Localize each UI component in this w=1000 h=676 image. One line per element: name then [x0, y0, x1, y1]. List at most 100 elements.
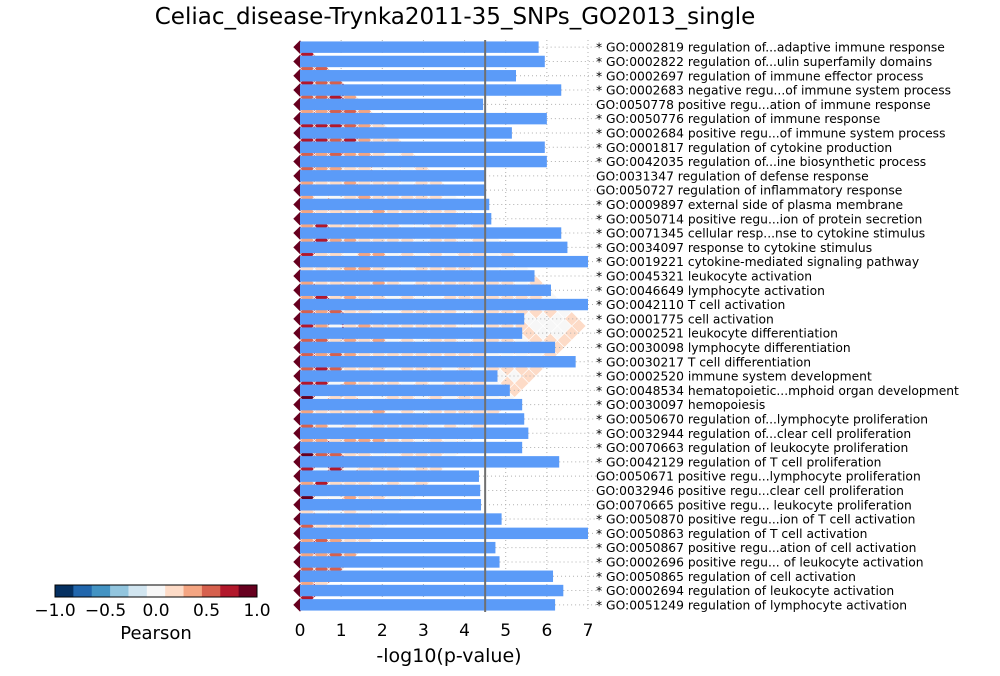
- x-tick-label: 6: [541, 621, 552, 641]
- term-label: GO:0050727 regulation of inflammatory re…: [596, 184, 902, 198]
- x-tick-label: 5: [500, 621, 511, 641]
- term-label: GO:0032946 positive regu...clear cell pr…: [596, 484, 904, 498]
- x-tick-label: 1: [336, 621, 347, 641]
- term-label: * GO:0002521 leukocyte differentiation: [596, 327, 838, 341]
- bar: [300, 84, 562, 96]
- term-label: GO:0050671 positive regu...lymphocyte pr…: [596, 470, 921, 484]
- bar: [300, 70, 516, 82]
- term-label: * GO:0050865 regulation of cell activati…: [596, 570, 856, 584]
- x-tick-label: 3: [418, 621, 429, 641]
- x-tick-label: 4: [459, 621, 470, 641]
- bar: [300, 198, 490, 211]
- bar: [300, 155, 547, 168]
- colorbar-tick-label: −1.0: [34, 601, 75, 621]
- colorbar-tick-label: −0.5: [85, 601, 126, 621]
- term-label: * GO:0050867 positive regu...ation of ce…: [596, 541, 916, 555]
- bar: [300, 599, 556, 611]
- term-label: * GO:0042129 regulation of T cell prolif…: [596, 455, 881, 469]
- x-axis: 0 1 2 3 4 5 6 7 -log10(p-value): [295, 621, 594, 667]
- bar: [300, 456, 560, 468]
- bar: [300, 570, 554, 582]
- bar: [300, 513, 502, 525]
- bar: [300, 112, 547, 125]
- bar: [300, 241, 568, 254]
- colorbar-tick-label: 1.0: [243, 601, 270, 621]
- term-label: * GO:0002684 positive regu...of immune s…: [596, 126, 946, 140]
- colorbar-frame: [54, 584, 258, 598]
- colorbar-swatch: [110, 585, 129, 597]
- bar: [300, 398, 523, 411]
- bar: [300, 98, 484, 111]
- term-label: * GO:0030217 T cell differentiation: [596, 355, 811, 369]
- term-label: * GO:0050863 regulation of T cell activa…: [596, 527, 867, 541]
- term-label: * GO:0050776 regulation of immune respon…: [596, 112, 880, 126]
- bar: [300, 370, 498, 382]
- bar: [300, 141, 545, 153]
- term-label: * GO:0002520 immune system development: [596, 370, 872, 384]
- bar: [300, 127, 512, 139]
- colorbar-swatch: [201, 585, 221, 597]
- term-label: * GO:0002819 regulation of...adaptive im…: [596, 41, 945, 55]
- bar: [300, 284, 551, 296]
- term-label: * GO:0001775 cell activation: [596, 312, 774, 326]
- bar: [300, 55, 545, 68]
- colorbar-swatch: [91, 585, 111, 597]
- colorbar-tick-label: 0.0: [142, 601, 169, 621]
- colorbar-tick-label: 0.5: [193, 601, 220, 621]
- term-label: * GO:0002683 negative regu...of immune s…: [596, 84, 951, 98]
- term-label: * GO:0042110 T cell activation: [596, 298, 785, 312]
- x-tick-label: 2: [377, 621, 388, 641]
- term-label: * GO:0050670 regulation of...lymphocyte …: [596, 412, 928, 426]
- bar: [300, 270, 535, 282]
- colorbar-label: Pearson: [120, 623, 192, 644]
- colorbar-swatch: [146, 585, 166, 597]
- correlation-heatmap: [292, 39, 587, 613]
- bar: [300, 484, 481, 497]
- bar: [300, 541, 496, 554]
- chart-title: Celiac_disease-Trynka2011-35_SNPs_GO2013…: [154, 4, 756, 30]
- bar: [300, 313, 525, 325]
- bar-series: [300, 40, 588, 612]
- colorbar-swatch: [220, 585, 240, 597]
- term-label: * GO:0051249 regulation of lymphocyte ac…: [596, 598, 907, 612]
- term-label: * GO:0032944 regulation of...clear cell …: [596, 427, 911, 441]
- colorbar-swatch: [55, 585, 74, 597]
- term-label: * GO:0050870 positive regu...ion of T ce…: [596, 513, 915, 527]
- bar: [300, 427, 529, 439]
- term-label: * GO:0019221 cytokine-mediated signaling…: [596, 255, 919, 269]
- term-label: GO:0031347 regulation of defense respons…: [596, 169, 869, 183]
- term-label: GO:0070665 positive regu... leukocyte pr…: [596, 498, 912, 512]
- term-label: * GO:0048534 hematopoietic...mphoid orga…: [596, 384, 959, 398]
- term-label: * GO:0002822 regulation of...ulin superf…: [596, 55, 932, 69]
- term-label: * GO:0050714 positive regu...ion of prot…: [596, 212, 922, 226]
- bar: [300, 227, 562, 239]
- term-label: * GO:0001817 regulation of cytokine prod…: [596, 141, 892, 155]
- bar: [300, 356, 576, 368]
- bar: [300, 384, 510, 397]
- term-label: * GO:0030097 hemopoiesis: [596, 398, 765, 412]
- x-tick-label: 7: [583, 621, 594, 641]
- term-labels: * GO:0002819 regulation of...adaptive im…: [596, 41, 959, 613]
- colorbar-swatch: [165, 585, 184, 597]
- term-label: * GO:0030098 lymphocyte differentiation: [596, 341, 851, 355]
- bar: [300, 213, 492, 225]
- bar: [300, 170, 486, 182]
- colorbar-swatch: [238, 585, 258, 597]
- term-label: * GO:0009897 external side of plasma mem…: [596, 198, 903, 212]
- pearson-colorbar: −1.0 −0.5 0.0 0.5 1.0 Pearson: [34, 584, 271, 644]
- bar: [300, 470, 479, 482]
- bar: [300, 41, 539, 53]
- term-label: * GO:0002694 regulation of leukocyte act…: [596, 584, 894, 598]
- bar: [300, 255, 588, 268]
- bar: [300, 341, 556, 354]
- term-label: * GO:0046649 lymphocyte activation: [596, 284, 825, 298]
- bar: [300, 184, 486, 196]
- term-label: * GO:0002696 positive regu... of leukocy…: [596, 555, 924, 569]
- colorbar-swatch: [128, 585, 148, 597]
- colorbar-swatch: [73, 585, 93, 597]
- term-label: * GO:0042035 regulation of...ine biosynt…: [596, 155, 926, 169]
- x-tick-label: 0: [295, 621, 306, 641]
- term-label: * GO:0071345 cellular resp...nse to cyto…: [596, 227, 925, 241]
- bar: [300, 584, 564, 597]
